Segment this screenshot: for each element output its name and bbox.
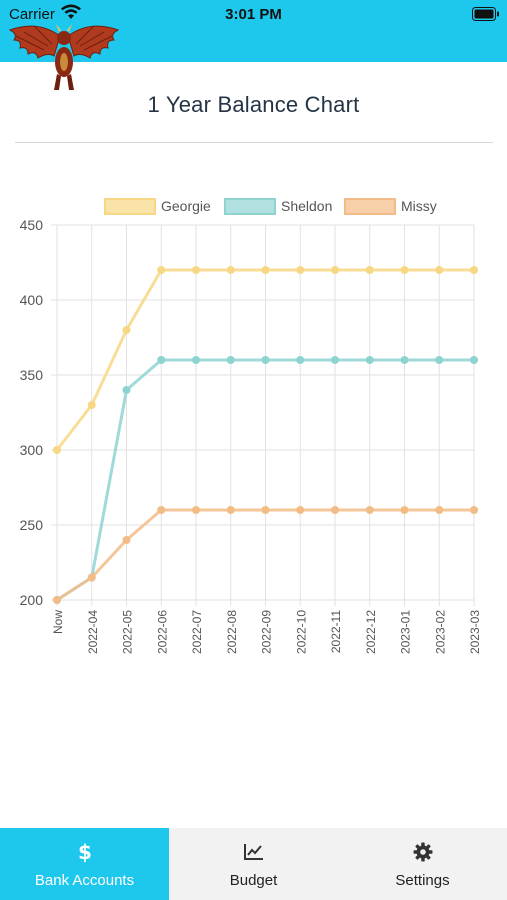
data-point (296, 506, 305, 514)
y-tick-label: 450 (20, 217, 44, 233)
x-tick-label: 2022-12 (364, 610, 378, 654)
dollar-icon: $ (76, 840, 94, 864)
data-point (53, 446, 61, 454)
balance-chart: 200 250 300 350 400 450 Now 2022-04 2022-05 2022-… (20, 198, 482, 654)
data-point (435, 266, 444, 274)
page-title: 1 Year Balance Chart (147, 92, 360, 117)
dragon-logo (4, 18, 124, 99)
data-point (226, 266, 235, 274)
data-point (261, 506, 270, 514)
tab-label: Settings (395, 872, 450, 889)
x-tick-label: 2022-11 (329, 610, 343, 653)
data-point (226, 506, 235, 514)
legend-swatch (224, 198, 276, 215)
y-tick-label: 300 (20, 442, 44, 458)
x-tick-label: 2022-10 (294, 610, 308, 654)
data-point (331, 356, 339, 364)
data-point (331, 506, 339, 514)
data-point (226, 356, 235, 364)
data-point (365, 506, 374, 514)
data-point (122, 326, 131, 334)
data-point (261, 266, 270, 274)
x-tick-label: 2023-02 (433, 610, 447, 654)
tab-bar: $ Bank Accounts Budget (0, 828, 507, 900)
y-tick-label: 400 (20, 292, 44, 308)
data-point (400, 356, 409, 364)
legend-label: Sheldon (281, 198, 332, 214)
legend-label: Missy (401, 198, 437, 214)
data-point (470, 506, 478, 514)
data-point (192, 266, 200, 274)
legend-swatch (104, 198, 156, 215)
legend-swatch (344, 198, 396, 215)
data-point (122, 386, 131, 394)
tab-label: Budget (229, 872, 278, 889)
data-point (192, 506, 200, 514)
title-divider (15, 142, 493, 143)
data-point (331, 266, 339, 274)
tab-bank-accounts[interactable]: $ Bank Accounts (0, 828, 169, 900)
data-point (435, 506, 444, 514)
data-point (470, 356, 478, 364)
data-point (122, 536, 131, 544)
x-tick-label: Now (51, 610, 65, 634)
x-tick-label: 2023-01 (399, 610, 413, 654)
gear-icon (413, 840, 433, 864)
x-tick-label: 2023-03 (468, 610, 482, 654)
data-point (470, 266, 478, 274)
x-tick-label: 2022-08 (225, 610, 239, 654)
x-tick-label: 2022-07 (190, 610, 204, 654)
x-tick-label: 2022-04 (86, 610, 100, 654)
chart-icon (243, 840, 265, 864)
data-point (192, 356, 200, 364)
data-point (435, 356, 444, 364)
data-point (261, 356, 270, 364)
tab-budget[interactable]: Budget (169, 828, 338, 900)
wifi-icon (60, 4, 82, 25)
data-point (87, 401, 96, 409)
tab-label: Bank Accounts (34, 872, 135, 889)
status-time: 3:01 PM (225, 6, 282, 23)
data-point (296, 356, 305, 364)
legend-label: Georgie (161, 198, 211, 214)
data-point (365, 266, 374, 274)
data-point (53, 596, 61, 604)
data-point (157, 266, 166, 274)
x-tick-label: 2022-06 (155, 610, 169, 654)
carrier-label: Carrier (9, 6, 55, 23)
y-tick-label: 350 (20, 367, 44, 383)
svg-text:$: $ (78, 840, 92, 864)
data-point (87, 573, 96, 582)
y-tick-label: 250 (20, 517, 44, 533)
x-tick-label: 2022-09 (260, 610, 274, 654)
data-point (296, 266, 305, 274)
data-point (400, 506, 409, 514)
battery-icon (472, 7, 500, 26)
tab-settings[interactable]: Settings (338, 828, 507, 900)
y-tick-label: 200 (20, 592, 44, 608)
data-point (157, 506, 166, 514)
x-tick-label: 2022-05 (121, 610, 135, 654)
data-point (365, 356, 374, 364)
data-point (157, 356, 166, 364)
data-point (400, 266, 409, 274)
